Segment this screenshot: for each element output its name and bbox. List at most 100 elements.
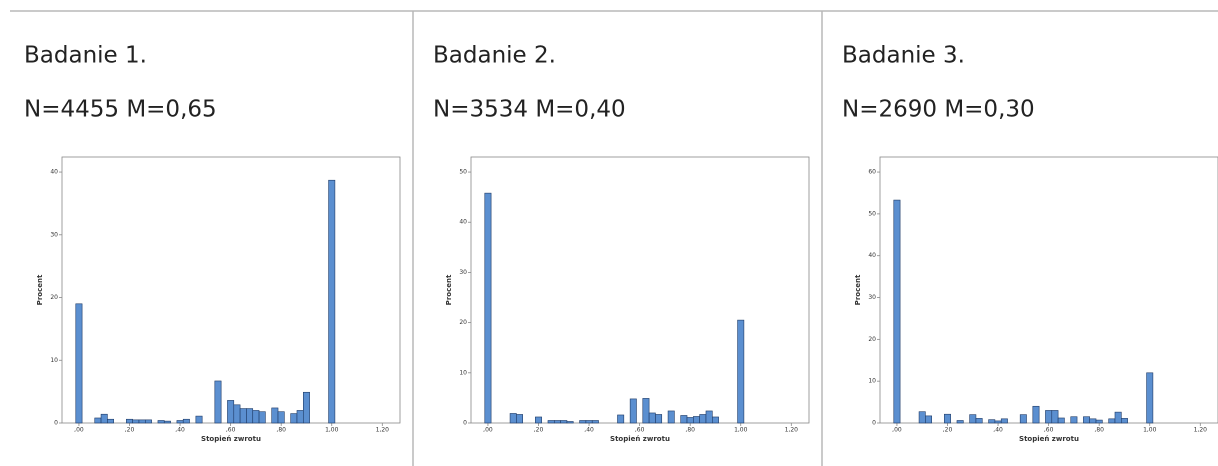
y-tick-label: 0	[872, 420, 876, 427]
histogram-bar	[328, 179, 336, 424]
x-tick-label: ,60	[226, 427, 236, 434]
histogram-bar	[277, 411, 285, 424]
plot-frame	[61, 156, 401, 424]
histogram-bar	[1045, 410, 1053, 424]
x-tick-label: 1,00	[325, 427, 339, 434]
histogram-bar	[585, 420, 593, 424]
histogram-bar	[617, 414, 625, 424]
histogram-bar	[642, 398, 650, 424]
y-tick-label: 0	[463, 420, 467, 427]
histogram-bar	[176, 420, 184, 424]
plot-frame	[470, 156, 810, 424]
histogram-bar	[303, 391, 310, 424]
x-tick-label: ,00	[74, 427, 84, 434]
histogram-bar	[553, 420, 561, 424]
y-tick-label: 40	[50, 169, 58, 176]
histogram-bar	[75, 303, 83, 424]
chart-title: Badanie 2.	[433, 43, 556, 69]
x-tick-label: ,20	[125, 427, 135, 434]
histogram-bar	[1089, 418, 1097, 424]
histogram-bar	[157, 420, 165, 424]
histogram-bar	[648, 412, 656, 424]
chart-subtitle: N=3534 M=0,40	[433, 97, 626, 123]
histogram-bar	[1019, 414, 1027, 424]
y-tick-label: 60	[868, 169, 876, 176]
histogram-bar	[271, 407, 279, 424]
chart-subtitle: N=4455 M=0,65	[24, 97, 217, 123]
chart-title: Badanie 1.	[24, 43, 147, 69]
histogram-bar	[509, 413, 517, 424]
y-tick-label: 50	[459, 169, 467, 176]
histogram-bar	[484, 192, 492, 424]
x-tick-label: ,40	[584, 427, 594, 434]
histogram-bar	[258, 411, 266, 424]
histogram-bar	[163, 420, 171, 424]
histogram-bar	[1108, 418, 1116, 424]
histogram-bar	[138, 419, 146, 424]
histogram-bar	[566, 421, 574, 424]
x-tick-label: 1,00	[1143, 427, 1157, 434]
histogram-bar	[290, 413, 298, 424]
chart-subtitle: N=2690 M=0,30	[842, 97, 1035, 123]
histogram-bar	[1032, 405, 1040, 424]
histogram-bar	[132, 419, 140, 424]
y-tick-label: 10	[868, 378, 876, 385]
histogram-bar	[975, 418, 983, 424]
histogram-bar	[737, 319, 745, 424]
histogram-bar	[233, 404, 241, 424]
x-tick-label: ,20	[943, 427, 953, 434]
histogram-bar	[1146, 372, 1154, 424]
histogram-bar	[1070, 416, 1078, 424]
x-tick-label: 1,20	[376, 427, 390, 434]
y-tick-label: 10	[50, 357, 58, 364]
y-tick-label: 30	[459, 269, 467, 276]
histogram-bar	[944, 413, 951, 424]
histogram-bar	[712, 416, 719, 424]
histogram-bar	[918, 411, 926, 424]
histogram-bar	[1114, 411, 1122, 424]
x-tick-label: 1,20	[785, 427, 799, 434]
y-tick-label: 20	[459, 319, 467, 326]
histogram-bar	[214, 380, 222, 424]
histogram-bar	[1057, 417, 1065, 424]
histogram-bar	[547, 420, 555, 424]
chart-title: Badanie 3.	[842, 43, 965, 69]
x-tick-label: ,20	[534, 427, 544, 434]
histogram-bar	[239, 408, 247, 424]
histogram-bar	[994, 420, 1002, 424]
histogram-bar	[252, 410, 260, 424]
x-axis-label: Stopień zwrotu	[1019, 435, 1079, 443]
histogram-bar	[956, 420, 964, 424]
histogram-bar	[591, 420, 599, 424]
y-axis-label: Procent	[36, 274, 44, 305]
histogram-bar	[925, 415, 932, 424]
y-tick-label: 40	[459, 219, 467, 226]
histogram-bar	[144, 419, 152, 424]
histogram-bar	[629, 398, 637, 424]
histogram-bar	[1121, 418, 1128, 424]
histogram-bar	[1000, 418, 1008, 424]
histogram-bar	[1051, 410, 1059, 424]
histogram-bar	[699, 414, 707, 424]
x-tick-label: 1,00	[734, 427, 748, 434]
histogram-bar	[560, 420, 568, 424]
histogram-bar	[893, 199, 901, 424]
histogram-bar	[100, 413, 108, 424]
y-tick-label: 50	[868, 210, 876, 217]
histogram-bar	[182, 418, 190, 424]
histogram-bar	[667, 410, 675, 424]
x-tick-label: ,00	[483, 427, 493, 434]
x-axis-label: Stopień zwrotu	[201, 435, 261, 443]
histogram-bar	[579, 420, 587, 424]
plot-frame	[879, 156, 1218, 424]
histogram-bar	[227, 400, 235, 424]
histogram-bar	[516, 414, 523, 424]
x-tick-label: ,80	[685, 427, 695, 434]
x-tick-label: ,00	[892, 427, 902, 434]
histogram-bar	[969, 414, 977, 424]
x-tick-label: ,80	[276, 427, 286, 434]
x-tick-label: ,80	[1094, 427, 1104, 434]
histogram-bar	[988, 419, 996, 424]
y-tick-label: 40	[868, 252, 876, 259]
